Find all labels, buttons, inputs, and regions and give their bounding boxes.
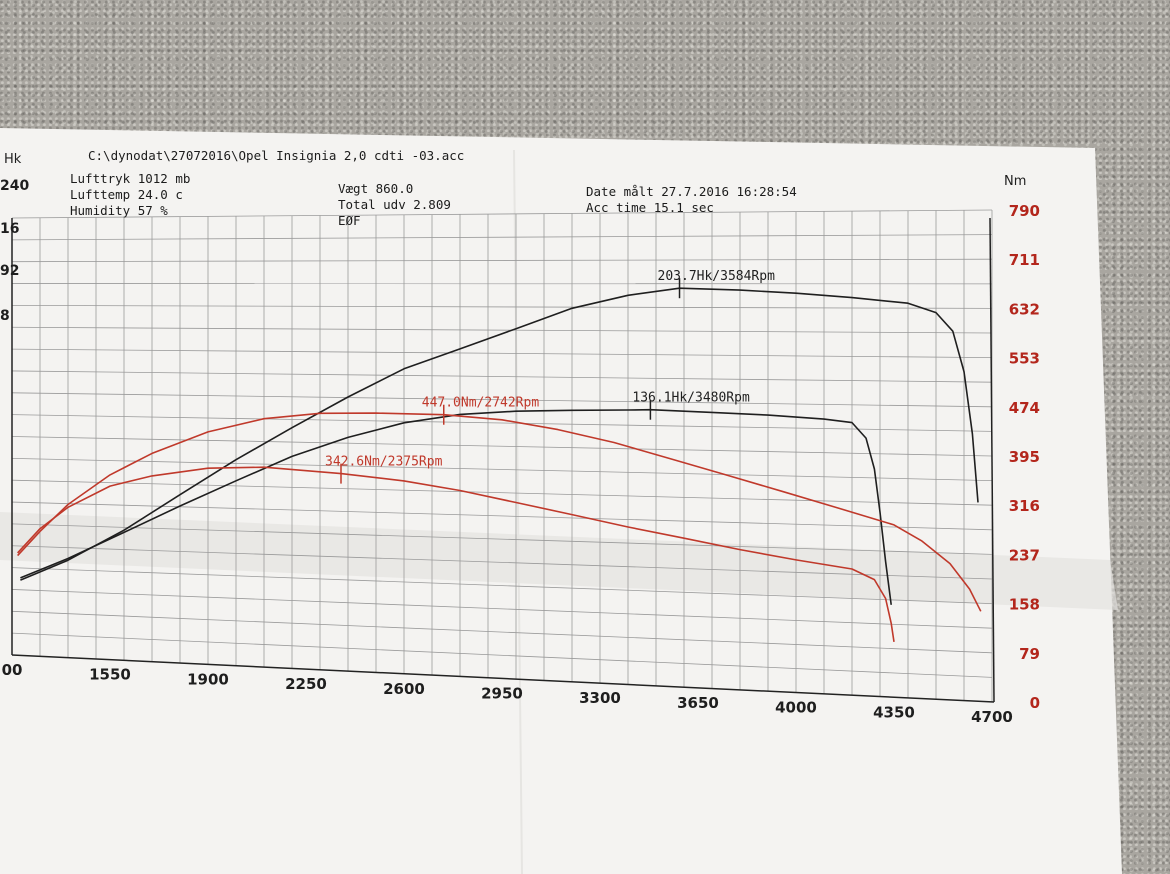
grid-line-horizontal bbox=[11, 545, 993, 580]
annotation-tuned-torque: 447.0Nm/2742Rpm bbox=[422, 396, 540, 411]
grid-line-horizontal bbox=[11, 501, 993, 531]
series-layer bbox=[17, 287, 982, 643]
series-tuned-power bbox=[20, 287, 979, 581]
grid-line-horizontal bbox=[11, 457, 993, 481]
file-path: C:\dynodat\27072016\Opel Insignia 2,0 cd… bbox=[88, 148, 464, 163]
grid-line-horizontal bbox=[11, 209, 993, 219]
grid bbox=[11, 209, 993, 702]
x-tick-label: 2600 bbox=[383, 680, 425, 698]
series-tuned-torque bbox=[17, 412, 982, 612]
eof: EØF bbox=[338, 213, 361, 228]
x-tick-label: 1900 bbox=[187, 670, 229, 688]
right-tick-label: 632 bbox=[1009, 300, 1040, 318]
grid-line-horizontal bbox=[11, 258, 993, 263]
right-tick-label: 474 bbox=[1009, 399, 1040, 417]
series-stock-power bbox=[20, 408, 892, 605]
grid-line-horizontal bbox=[11, 370, 993, 383]
x-tick-label: 2250 bbox=[285, 675, 327, 693]
right-tick-label: 237 bbox=[1009, 546, 1040, 564]
x-axis bbox=[11, 654, 995, 703]
grid-line-horizontal bbox=[11, 348, 993, 358]
lufttemp: Lufttemp 24.0 c bbox=[70, 187, 183, 202]
x-tick-label: 4350 bbox=[873, 703, 915, 721]
grid-line-horizontal bbox=[11, 234, 993, 241]
right-tick-label: 158 bbox=[1009, 596, 1040, 614]
left-tick-label: 240 bbox=[0, 178, 29, 194]
right-tick-label: 711 bbox=[1009, 251, 1040, 269]
annotation-stock-power: 136.1Hk/3480Rpm bbox=[632, 391, 750, 406]
grid-line-horizontal bbox=[11, 326, 993, 334]
grid-line-horizontal bbox=[11, 304, 993, 309]
humidity: Humidity 57 % bbox=[70, 203, 168, 218]
left-tick-label: 92 bbox=[0, 263, 19, 279]
right-tick-label: 316 bbox=[1009, 497, 1040, 515]
right-tick-label: 0 bbox=[1030, 694, 1040, 712]
grid-line-horizontal bbox=[11, 479, 993, 506]
x-tick-label: 00 bbox=[2, 661, 23, 679]
acc-time: Acc time 15.1 sec bbox=[586, 200, 714, 215]
annotation-stock-torque: 342.6Nm/2375Rpm bbox=[325, 455, 443, 470]
paper-fold-shadow bbox=[0, 512, 1118, 610]
grid-line-horizontal bbox=[11, 589, 993, 629]
right-tick-label: 79 bbox=[1019, 645, 1040, 663]
grid-line-horizontal bbox=[11, 632, 993, 678]
x-tick-label: 1550 bbox=[89, 666, 131, 684]
series-stock-torque bbox=[17, 466, 895, 643]
lufttryk: Lufttryk 1012 mb bbox=[70, 171, 190, 186]
left-axis-unit: Hk bbox=[4, 152, 22, 167]
left-tick-label: 8 bbox=[0, 308, 10, 324]
vaegt: Vægt 860.0 bbox=[338, 181, 413, 196]
right-tick-label: 395 bbox=[1009, 448, 1040, 466]
paper-crease bbox=[513, 149, 523, 874]
grid-line-horizontal bbox=[11, 610, 993, 654]
left-tick-labels: 240 16 92 8 bbox=[0, 178, 29, 324]
x-tick-label: 3650 bbox=[677, 694, 719, 712]
right-tick-label: 790 bbox=[1009, 202, 1040, 220]
right-axis bbox=[989, 217, 995, 703]
annotation-layer: 203.7Hk/3584Rpm 136.1Hk/3480Rpm 447.0Nm/27… bbox=[325, 269, 776, 484]
grid-line-horizontal bbox=[11, 392, 993, 408]
x-tick-label: 4000 bbox=[775, 699, 817, 717]
left-tick-label: 16 bbox=[0, 221, 19, 237]
x-tick-label: 2950 bbox=[481, 685, 523, 703]
right-tick-label: 553 bbox=[1009, 350, 1040, 368]
total-udv: Total udv 2.809 bbox=[338, 197, 451, 212]
date-maalt: Date målt 27.7.2016 16:28:54 bbox=[586, 184, 797, 199]
grid-line-horizontal bbox=[11, 523, 993, 555]
x-tick-label: 3300 bbox=[579, 689, 621, 707]
x-tick-labels: 00 1550 1900 2250 2600 2950 3300 3650 4000 4350 47… bbox=[2, 661, 1013, 726]
annotation-tuned-power: 203.7Hk/3584Rpm bbox=[658, 269, 776, 284]
paper-sheet bbox=[0, 128, 1122, 874]
x-tick-label: 4700 bbox=[971, 708, 1013, 726]
grid-line-horizontal bbox=[11, 567, 993, 604]
grid-line-horizontal bbox=[11, 414, 993, 432]
grid-line-horizontal bbox=[11, 436, 993, 457]
right-axis-unit: Nm bbox=[1004, 174, 1026, 189]
